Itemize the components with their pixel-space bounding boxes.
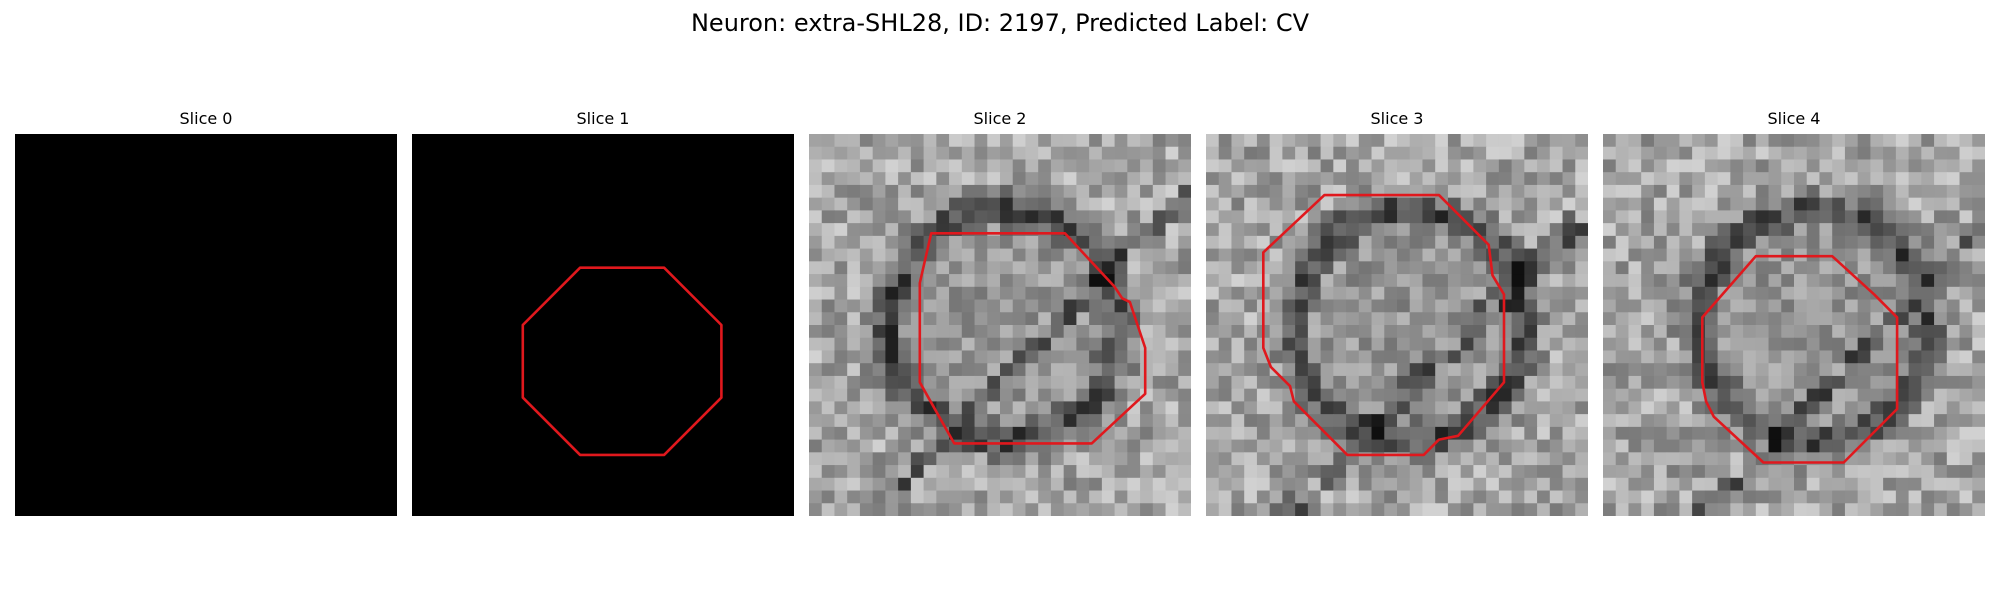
slice-image bbox=[15, 134, 397, 516]
slice-image bbox=[1603, 134, 1985, 516]
slice-image bbox=[1206, 134, 1588, 516]
figure-title: Neuron: extra-SHL28, ID: 2197, Predicted… bbox=[690, 9, 1310, 37]
slice-background bbox=[412, 134, 794, 516]
cell-contour bbox=[521, 266, 723, 457]
slice-image-canvas bbox=[1206, 134, 1588, 516]
slice-background bbox=[15, 134, 397, 516]
slice-title: Slice 1 bbox=[576, 109, 630, 128]
slice-image-canvas bbox=[412, 134, 794, 516]
em-texture bbox=[1603, 134, 1985, 516]
em-texture bbox=[809, 134, 1191, 516]
slice-title: Slice 4 bbox=[1767, 109, 1821, 128]
em-texture bbox=[1206, 134, 1588, 516]
slice-image-canvas bbox=[1603, 134, 1985, 516]
slice-title: Slice 0 bbox=[179, 109, 233, 128]
cell-contour bbox=[1261, 193, 1506, 457]
slice-title: Slice 3 bbox=[1370, 109, 1424, 128]
slice-image-canvas bbox=[809, 134, 1191, 516]
slice-image bbox=[809, 134, 1191, 516]
slice-image-canvas bbox=[15, 134, 397, 516]
slice-title: Slice 2 bbox=[973, 109, 1027, 128]
cell-contour bbox=[918, 232, 1147, 445]
cell-contour bbox=[1701, 254, 1899, 464]
slice-image bbox=[412, 134, 794, 516]
